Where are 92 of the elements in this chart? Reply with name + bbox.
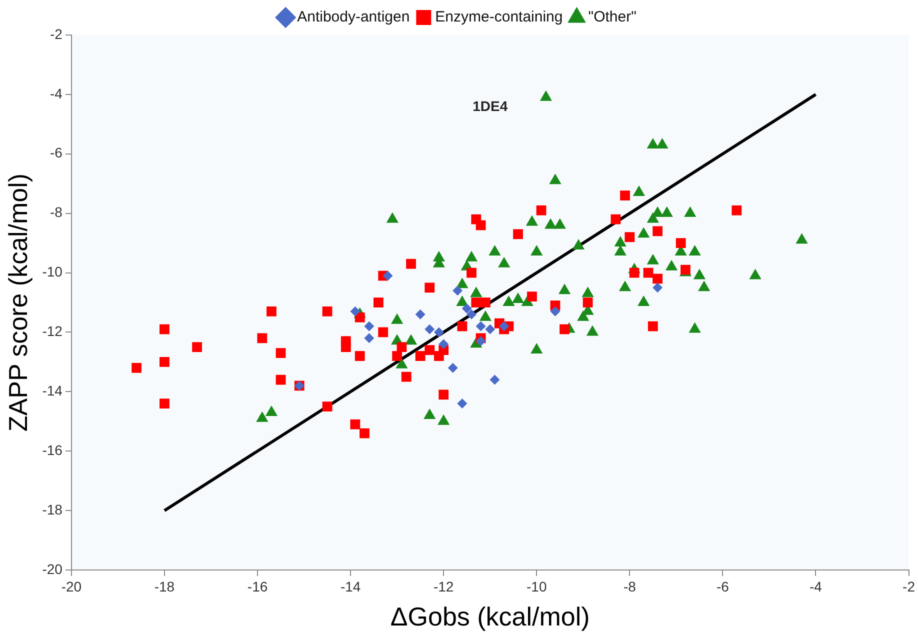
point	[350, 419, 360, 430]
point	[499, 321, 510, 332]
legend-label: "Other"	[588, 8, 636, 26]
point	[401, 372, 412, 382]
point	[276, 374, 286, 385]
point	[466, 309, 476, 320]
x-tick-label: -6	[716, 578, 730, 594]
point	[476, 321, 486, 332]
point	[527, 292, 537, 302]
y-tick-label: -16	[42, 442, 63, 458]
point	[322, 306, 332, 316]
point	[448, 362, 458, 373]
x-tick-label: -18	[154, 578, 175, 594]
y-tick-label: -4	[50, 85, 63, 102]
point	[424, 324, 435, 334]
y-tick-label: -18	[42, 501, 63, 518]
y-tick-label: -14	[42, 382, 63, 399]
point	[350, 306, 360, 316]
point	[415, 309, 426, 320]
y-tick-label: -8	[50, 204, 63, 220]
point	[676, 238, 686, 248]
point	[434, 327, 444, 338]
point	[732, 205, 742, 216]
x-axis-title: ΔGobs (kcal/mol)	[390, 602, 590, 632]
point	[192, 342, 202, 352]
point	[471, 298, 482, 308]
point	[476, 336, 486, 346]
point	[560, 324, 570, 334]
x-tick-label: -10	[526, 578, 547, 594]
point	[132, 362, 142, 373]
point	[652, 226, 663, 236]
point	[340, 342, 351, 352]
x-tick-label: -14	[340, 578, 361, 594]
point	[276, 348, 286, 358]
point	[424, 345, 435, 356]
legend-label: Enzyme-containing	[435, 8, 563, 26]
point	[624, 232, 635, 242]
x-tick-label: -20	[61, 578, 82, 594]
point	[438, 390, 449, 400]
point	[652, 274, 663, 284]
x-tick-label: -8	[623, 578, 636, 594]
point	[462, 303, 472, 314]
point	[457, 321, 468, 332]
point	[536, 205, 546, 216]
y-tick-label: -6	[50, 144, 63, 161]
point	[485, 324, 496, 334]
point	[160, 356, 170, 367]
point	[438, 339, 449, 350]
point	[257, 333, 268, 344]
point	[382, 270, 393, 281]
point	[354, 312, 365, 322]
point	[406, 258, 416, 269]
point	[354, 351, 365, 361]
point	[396, 342, 407, 352]
point	[643, 268, 654, 278]
y-tick-label: -10	[42, 264, 63, 280]
point	[160, 324, 170, 334]
point	[452, 286, 463, 296]
point	[620, 190, 630, 200]
point	[322, 402, 332, 412]
x-tick-label: -16	[247, 578, 268, 594]
point	[652, 282, 663, 293]
x-tick-label: -4	[810, 578, 822, 594]
x-tick-label: -12	[433, 578, 454, 594]
point	[392, 351, 402, 361]
point	[648, 321, 658, 332]
point	[466, 268, 476, 278]
point	[457, 398, 468, 409]
point	[266, 306, 276, 316]
point	[582, 298, 593, 308]
point	[480, 298, 490, 308]
point	[364, 333, 374, 344]
point	[629, 268, 640, 278]
x-tick-label: -2	[902, 578, 916, 594]
point	[513, 229, 523, 240]
point	[360, 428, 370, 438]
point	[374, 298, 384, 308]
point	[378, 327, 388, 338]
point	[476, 220, 486, 230]
point	[160, 398, 170, 409]
point	[550, 306, 560, 316]
point	[490, 374, 500, 385]
legend-label: Antibody-antigen	[297, 8, 410, 26]
y-tick-label: -12	[42, 323, 63, 340]
annotation: 1DE4	[472, 98, 508, 114]
y-tick-label: -20	[42, 560, 63, 577]
y-axis-title: ZAPP score (kcal/mol)	[2, 173, 33, 432]
point	[364, 321, 374, 332]
y-tick-label: -2	[50, 26, 63, 42]
point	[424, 282, 435, 293]
point	[610, 214, 621, 224]
point	[415, 351, 426, 361]
